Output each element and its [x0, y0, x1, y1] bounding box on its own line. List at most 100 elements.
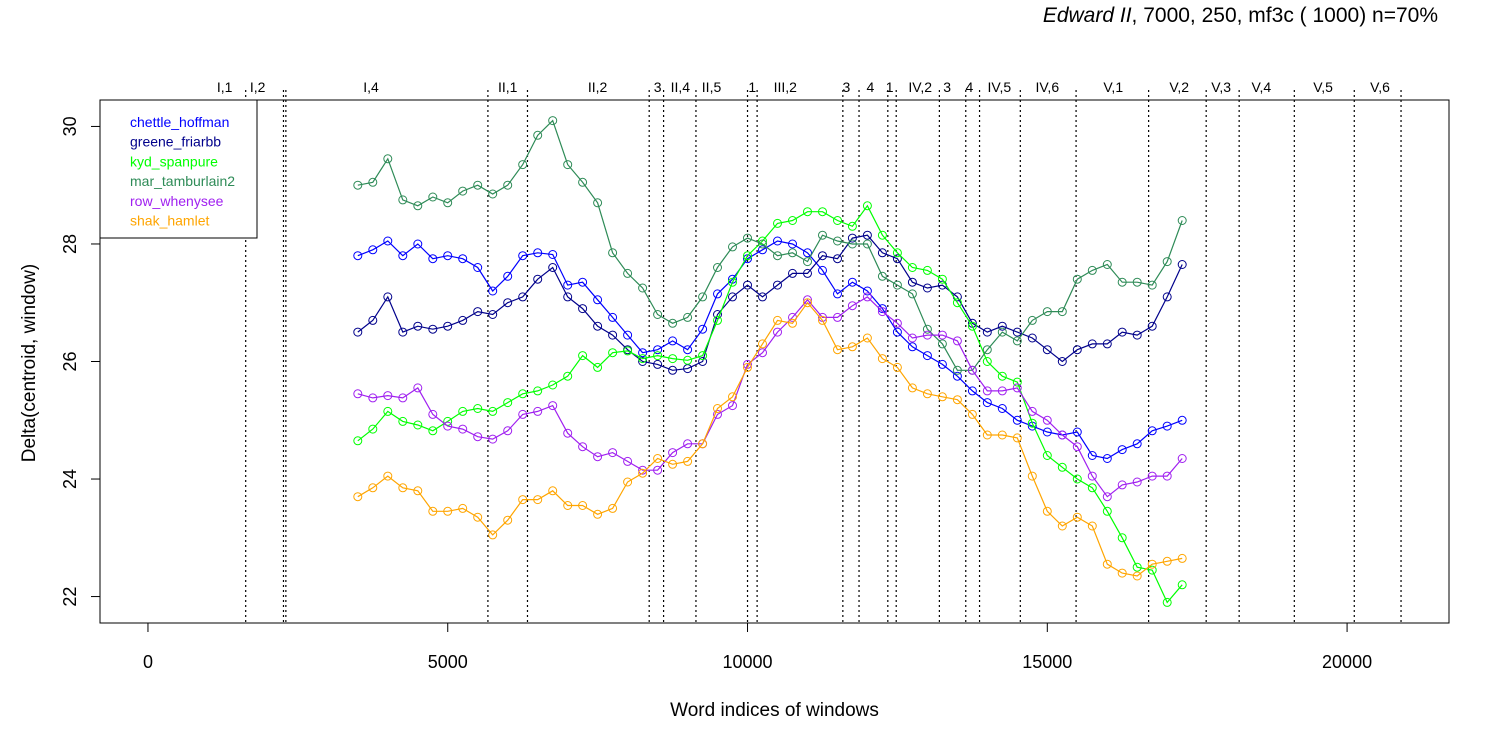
- x-tick-label: 5000: [428, 652, 468, 672]
- plot-frame: [99, 99, 1450, 624]
- data-point: [473, 432, 483, 442]
- data-point: [803, 248, 812, 258]
- data-point: [533, 386, 543, 396]
- data-point: [758, 239, 767, 249]
- data-point: [818, 230, 827, 240]
- x-tick-label: 15000: [1022, 652, 1072, 672]
- data-point: [668, 354, 678, 364]
- data-point: [862, 286, 872, 296]
- data-point: [833, 216, 842, 225]
- data-point: [892, 362, 902, 372]
- data-point: [413, 321, 423, 331]
- data-point: [833, 254, 842, 264]
- scene-label: II,2: [588, 79, 608, 95]
- data-point: [503, 298, 513, 308]
- data-point: [937, 274, 947, 284]
- data-point: [1147, 280, 1157, 290]
- data-point: [593, 198, 603, 208]
- data-point: [518, 409, 528, 419]
- data-point: [1177, 580, 1187, 590]
- data-point: [1012, 327, 1022, 337]
- data-point: [907, 342, 917, 352]
- data-point: [1012, 336, 1022, 346]
- data-point: [758, 339, 767, 349]
- data-point: [1147, 565, 1157, 575]
- data-point: [578, 304, 588, 314]
- data-point: [608, 348, 618, 358]
- data-point: [593, 362, 603, 372]
- data-point: [368, 483, 378, 493]
- data-point: [773, 218, 782, 228]
- data-point: [503, 271, 513, 281]
- data-point: [653, 465, 663, 475]
- data-point: [877, 307, 887, 317]
- scene-label: I,4: [363, 79, 379, 95]
- data-point: [1117, 445, 1127, 455]
- data-point: [548, 380, 558, 390]
- scene-label: II,1: [498, 79, 518, 95]
- data-point: [383, 292, 393, 302]
- data-point: [877, 271, 887, 281]
- data-point: [473, 263, 483, 272]
- data-point: [698, 439, 708, 449]
- data-point: [473, 512, 483, 522]
- data-point: [368, 245, 378, 255]
- data-point: [818, 251, 827, 261]
- data-point: [668, 318, 678, 328]
- data-point: [608, 248, 618, 258]
- data-point: [1042, 307, 1052, 317]
- data-point: [428, 324, 438, 334]
- data-point: [788, 216, 797, 225]
- data-point: [623, 346, 633, 356]
- data-point: [608, 330, 618, 340]
- legend-entry: greene_friarbb: [130, 134, 221, 150]
- data-point: [353, 436, 363, 446]
- data-point: [593, 509, 603, 519]
- data-point: [862, 333, 872, 343]
- data-point: [847, 277, 857, 287]
- data-point: [503, 398, 513, 408]
- data-point: [653, 454, 663, 463]
- scene-label: III,2: [774, 79, 798, 95]
- data-point: [593, 321, 603, 331]
- data-point: [982, 398, 992, 408]
- data-point: [743, 251, 752, 261]
- data-point: [428, 426, 438, 436]
- data-point: [1177, 415, 1187, 425]
- data-point: [518, 160, 528, 170]
- scene-label: 1: [748, 79, 756, 95]
- data-point: [1162, 597, 1172, 607]
- data-point: [788, 239, 797, 249]
- data-point: [518, 389, 528, 399]
- data-point: [1042, 345, 1052, 355]
- data-point: [773, 236, 782, 246]
- series-line: [357, 296, 1183, 498]
- legend-entry: shak_hamlet: [130, 213, 209, 229]
- data-point: [1012, 377, 1022, 387]
- data-point: [997, 321, 1007, 331]
- scene-label: IV,6: [1035, 79, 1059, 95]
- data-point: [638, 283, 648, 293]
- scene-label: 3: [654, 79, 662, 95]
- data-point: [1117, 568, 1127, 578]
- data-point: [623, 477, 633, 487]
- data-point: [488, 530, 498, 540]
- data-point: [443, 198, 453, 208]
- data-point: [638, 348, 648, 358]
- data-point: [1132, 571, 1142, 581]
- y-axis: 22 24 26 28 30: [60, 116, 100, 607]
- data-point: [728, 392, 737, 402]
- data-point: [683, 345, 693, 355]
- data-point: [907, 333, 917, 343]
- data-point: [488, 189, 498, 199]
- data-point: [1147, 471, 1157, 481]
- series-kyd_spanpure: [353, 201, 1187, 607]
- data-point: [413, 383, 423, 393]
- data-point: [1132, 562, 1142, 572]
- data-point: [1042, 506, 1052, 516]
- data-point: [728, 401, 737, 411]
- legend-box: [99, 99, 258, 239]
- data-point: [728, 242, 737, 252]
- data-point: [758, 292, 767, 302]
- data-point: [818, 315, 827, 325]
